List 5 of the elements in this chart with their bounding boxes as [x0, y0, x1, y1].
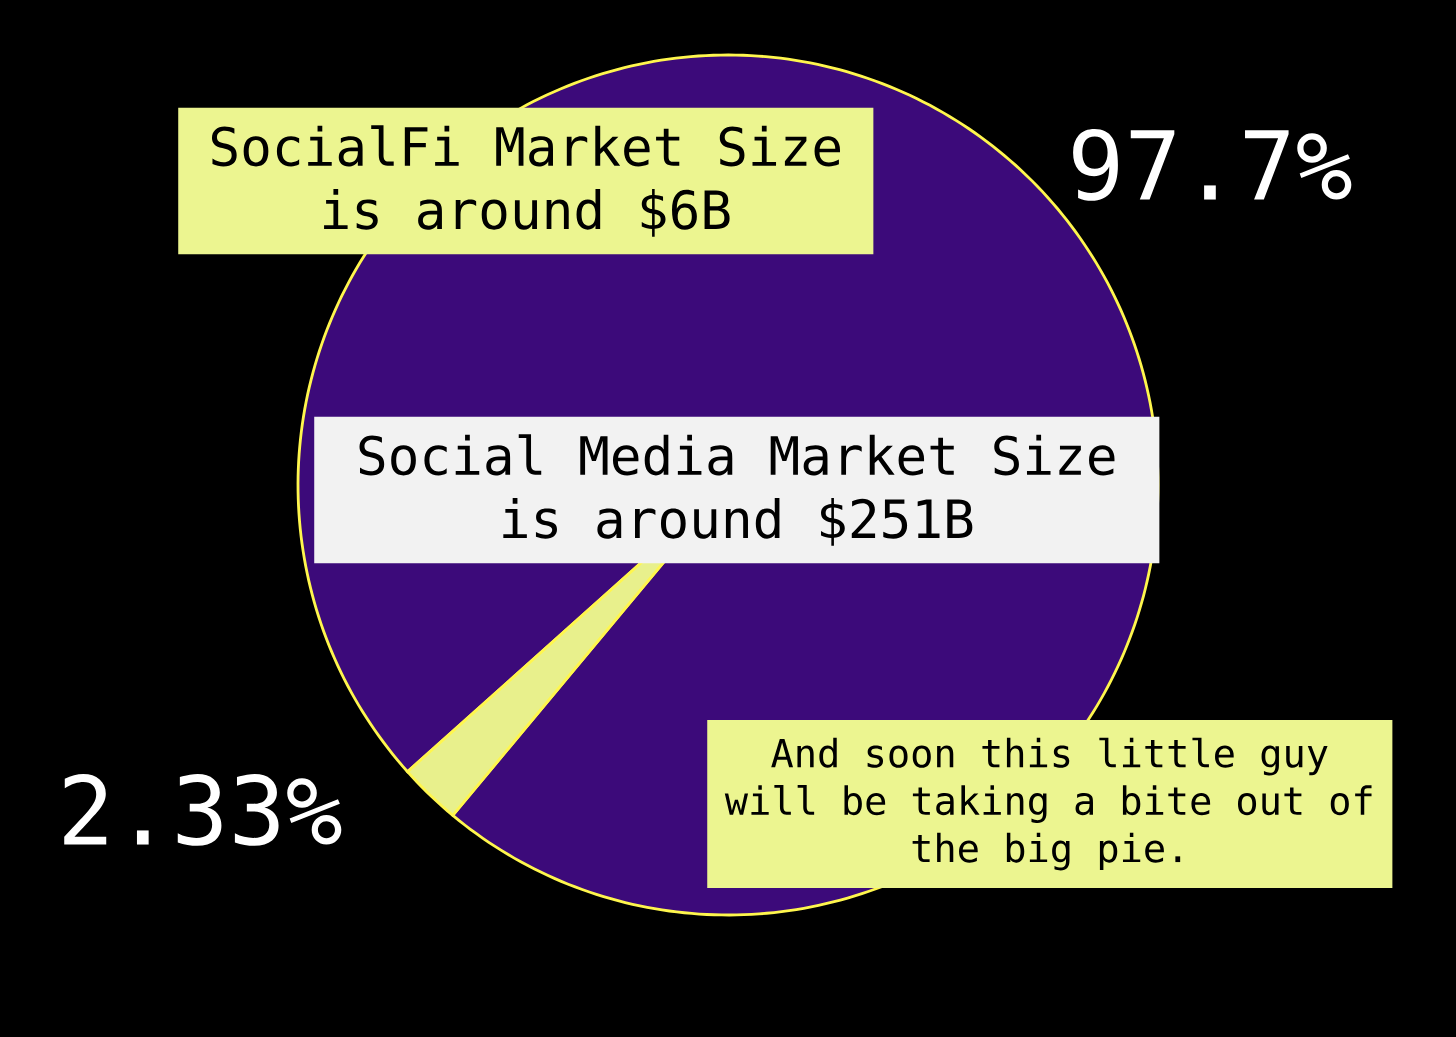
text: And soon this little guy will be taking a bite out of the big pie.	[724, 737, 1372, 871]
data-label: 2.33%	[64, 774, 342, 846]
text: Social Media Market Size is around $251B	[359, 434, 1115, 546]
text: SocialFi Market Size is around $6B	[211, 125, 841, 237]
data-label: 97.7%	[1073, 129, 1352, 201]
